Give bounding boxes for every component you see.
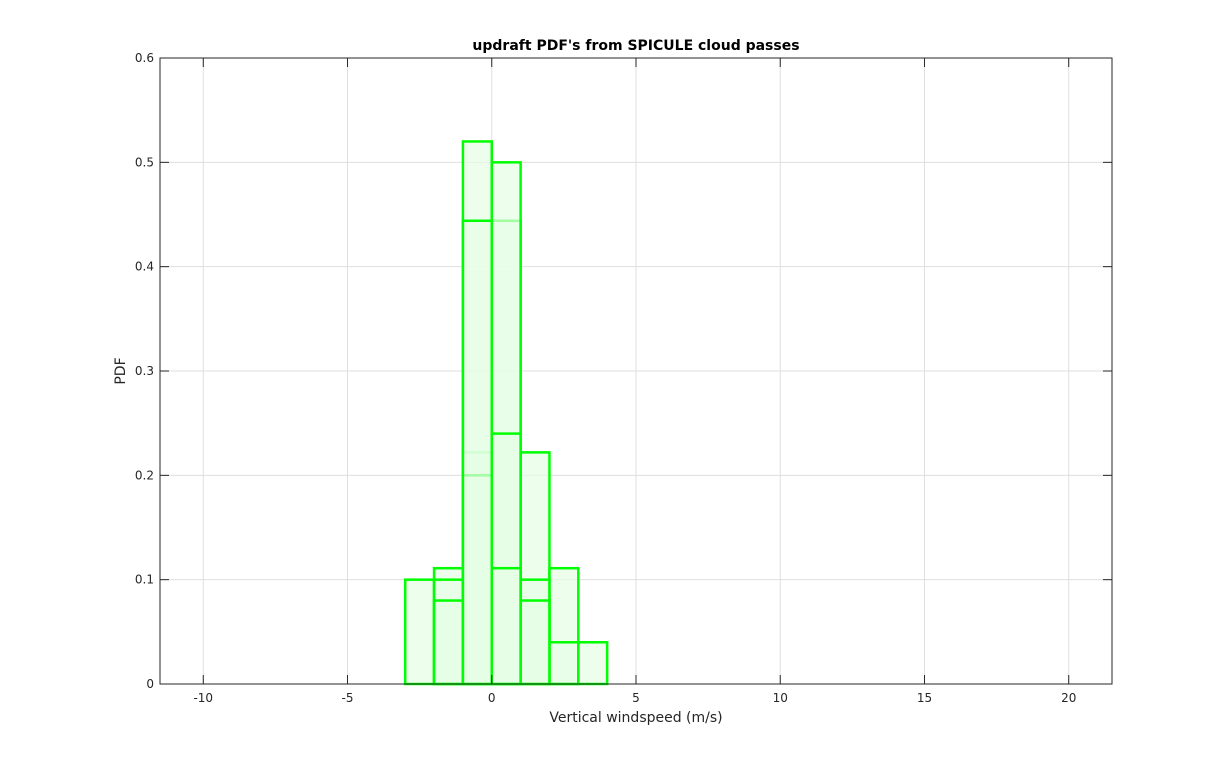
y-tick-label: 0 bbox=[146, 677, 154, 691]
y-axis-label: PDF bbox=[113, 357, 129, 384]
x-tick-label: 5 bbox=[632, 691, 640, 705]
histogram-bar bbox=[403, 578, 436, 686]
x-tick-label: 10 bbox=[773, 691, 788, 705]
x-tick-label: -5 bbox=[342, 691, 354, 705]
histogram-bar bbox=[432, 599, 465, 686]
y-tick-label: 0.2 bbox=[135, 468, 154, 482]
chart-title: updraft PDF's from SPICULE cloud passes bbox=[472, 38, 799, 54]
y-tick-label: 0.6 bbox=[135, 51, 154, 65]
x-axis-label: Vertical windspeed (m/s) bbox=[549, 710, 722, 726]
x-tick-label: -10 bbox=[193, 691, 213, 705]
y-tick-label: 0.4 bbox=[135, 260, 154, 274]
histogram-bar bbox=[548, 641, 580, 686]
histogram-bar bbox=[577, 641, 609, 686]
axis-ticks bbox=[160, 57, 1112, 685]
x-tick-labels: -10 -5 0 5 10 15 20 bbox=[193, 691, 1076, 705]
x-tick-label: 15 bbox=[917, 691, 932, 705]
histogram-bar bbox=[490, 566, 522, 686]
y-tick-label: 0.1 bbox=[135, 573, 154, 587]
histogram-bars bbox=[403, 140, 609, 686]
histogram-bar bbox=[461, 219, 494, 686]
y-tick-labels: 0 0.1 0.2 0.3 0.4 0.5 0.6 bbox=[135, 51, 154, 691]
x-tick-label: 0 bbox=[488, 691, 496, 705]
y-tick-label: 0.5 bbox=[135, 155, 154, 169]
histogram-bar bbox=[519, 599, 551, 686]
x-tick-label: 20 bbox=[1061, 691, 1076, 705]
y-tick-label: 0.3 bbox=[135, 364, 154, 378]
